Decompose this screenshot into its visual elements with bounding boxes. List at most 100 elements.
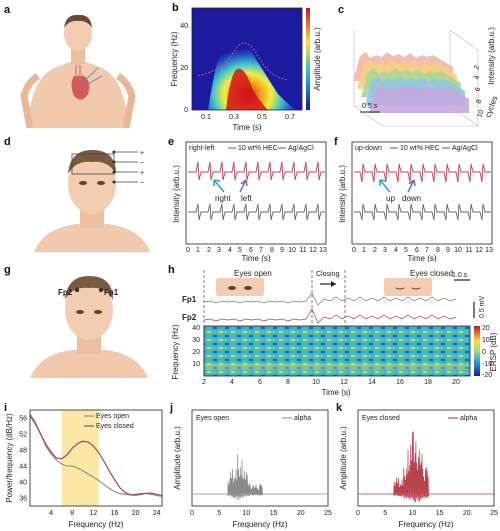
- e-xticks: 0 1 2 3 4 5 6 7 8 9 10 11 12 13: [186, 247, 327, 254]
- svg-text:9: 9: [280, 247, 284, 254]
- j-ylabel: Amplitude (arb.u.): [173, 426, 182, 490]
- colorbar: [306, 8, 310, 110]
- f-xlabel: Time (s): [407, 254, 436, 262]
- c-zlabel: Intensity (arb.u.): [487, 27, 496, 85]
- h-trace-fp2: [203, 308, 457, 324]
- f-trace-agagcl: [354, 203, 491, 221]
- i-xlabel: Frequency (Hz): [68, 520, 123, 529]
- i-xticks: 4 8 12 16 20 24: [49, 510, 161, 517]
- g-electrode-fp1: Fp1: [104, 288, 119, 297]
- svg-text:1: 1: [362, 247, 366, 254]
- h-trace-fp1: [203, 292, 457, 306]
- panel-label-g: g: [4, 264, 11, 276]
- svg-text:8: 8: [270, 247, 274, 254]
- h-cbar-tick: -10: [482, 361, 492, 368]
- svg-text:13: 13: [319, 247, 327, 254]
- h-label-closing: Closing: [316, 271, 339, 278]
- face-electrodes-illustration: + − + −: [34, 150, 150, 252]
- b-ytick: 20: [180, 65, 188, 72]
- b-xtick: 0.7: [285, 114, 295, 121]
- i-ytick: 48: [19, 448, 27, 455]
- e-trace-hec: [188, 161, 325, 181]
- h-ytick: 30: [192, 337, 200, 344]
- g-electrode-fp2: Fp2: [58, 288, 73, 297]
- j-spectrum-line: [192, 454, 328, 500]
- b-colorbar-label: Amplitude (arb.u.): [313, 27, 322, 91]
- panel-label-f: f: [334, 136, 338, 148]
- c-cycle-tick: 2: [473, 65, 481, 71]
- i-ytick: 56: [19, 416, 27, 423]
- e-legend-b: 10 wt% HEC: [238, 145, 278, 152]
- waterfall-ribbons: [353, 52, 469, 113]
- b-xtick: 0.5: [257, 114, 267, 121]
- e-trace-agagcl: [188, 203, 325, 221]
- b-ytick: 40: [180, 23, 188, 30]
- k-xtick: 15: [436, 510, 444, 517]
- b-xlabel: Time (s): [232, 123, 261, 132]
- svg-text:11: 11: [299, 247, 306, 254]
- h-cbar-tick: 0: [482, 349, 486, 356]
- i-xtick: 16: [111, 510, 119, 517]
- k-xticks: 0 5 10 15 20 25: [356, 510, 498, 517]
- svg-text:5: 5: [404, 247, 408, 254]
- svg-text:2: 2: [373, 247, 377, 254]
- h-cbar-tick: 10: [482, 337, 490, 344]
- svg-text:−: −: [140, 180, 144, 187]
- svg-text:16: 16: [396, 379, 404, 386]
- panel-label-e: e: [168, 136, 175, 148]
- psd-line-eyes-open: [29, 413, 163, 497]
- h-channel-fp2: Fp2: [182, 313, 197, 322]
- h-xlabel: Time (s): [321, 388, 350, 397]
- svg-text:12: 12: [475, 247, 483, 254]
- e-annotation-left: left: [241, 194, 252, 203]
- panel-label-b: b: [172, 2, 179, 14]
- i-xtick: 4: [49, 510, 53, 517]
- i-ytick: 40: [19, 480, 27, 487]
- c-cycle-tick: 6: [474, 87, 482, 93]
- svg-text:0: 0: [352, 247, 356, 254]
- k-spectrum-line: [358, 431, 494, 503]
- svg-text:4: 4: [230, 379, 234, 386]
- k-ylabel: Amplitude (arb.u.): [339, 426, 348, 490]
- k-title: Eyes closed: [362, 415, 400, 422]
- svg-text:6: 6: [249, 247, 253, 254]
- h-ytick: 20: [192, 349, 200, 356]
- panel-label-j: j: [170, 402, 174, 414]
- i-legend-closed: Eyes closed: [96, 423, 134, 430]
- k-xtick: 10: [409, 510, 417, 517]
- e-legend-a: right-left: [189, 145, 214, 152]
- svg-text:6: 6: [415, 247, 419, 254]
- e-arrow-right: [213, 179, 225, 193]
- i-ytick: 36: [19, 496, 27, 503]
- j-xtick: 15: [270, 510, 278, 517]
- svg-text:18: 18: [424, 379, 432, 386]
- svg-text:20: 20: [452, 379, 460, 386]
- spectrogram-chart: 0 20 40 0.1 0.3 0.5 0.7 Time (s) Frequen…: [170, 7, 322, 132]
- h-ytick: 40: [192, 325, 200, 332]
- svg-text:12: 12: [309, 247, 317, 254]
- svg-text:+: +: [140, 170, 144, 177]
- i-xtick: 20: [132, 510, 140, 517]
- f-xticks: 0 1 2 3 4 5 6 7 8 9 10 11 12 13: [352, 247, 493, 254]
- h-cbar-tick: -20: [482, 372, 492, 379]
- h-channel-fp1: Fp1: [182, 295, 197, 304]
- svg-text:7: 7: [259, 247, 263, 254]
- h-xticks: 2 4 6 8 10 12 14 16 18 20: [202, 379, 460, 386]
- i-xtick: 12: [89, 510, 97, 517]
- svg-text:7: 7: [425, 247, 429, 254]
- svg-text:−: −: [140, 160, 144, 167]
- svg-text:3: 3: [217, 247, 221, 254]
- h-face-open: [216, 278, 264, 296]
- j-xticks: 0 5 10 15 20 25: [190, 510, 332, 517]
- k-xtick: 5: [383, 510, 387, 517]
- f-ylabel: Intensity (arb.u.): [338, 165, 347, 223]
- c-cycle-tick: 4: [473, 75, 481, 81]
- j-xtick: 25: [324, 510, 332, 517]
- j-xlabel: Frequency (Hz): [232, 520, 287, 529]
- i-legend-open: Eyes open: [96, 413, 129, 420]
- i-ytick: 52: [19, 432, 27, 439]
- panel-label-c: c: [338, 4, 345, 16]
- h-ylabel: Frequency (Hz): [171, 324, 180, 379]
- i-xtick: 24: [153, 510, 161, 517]
